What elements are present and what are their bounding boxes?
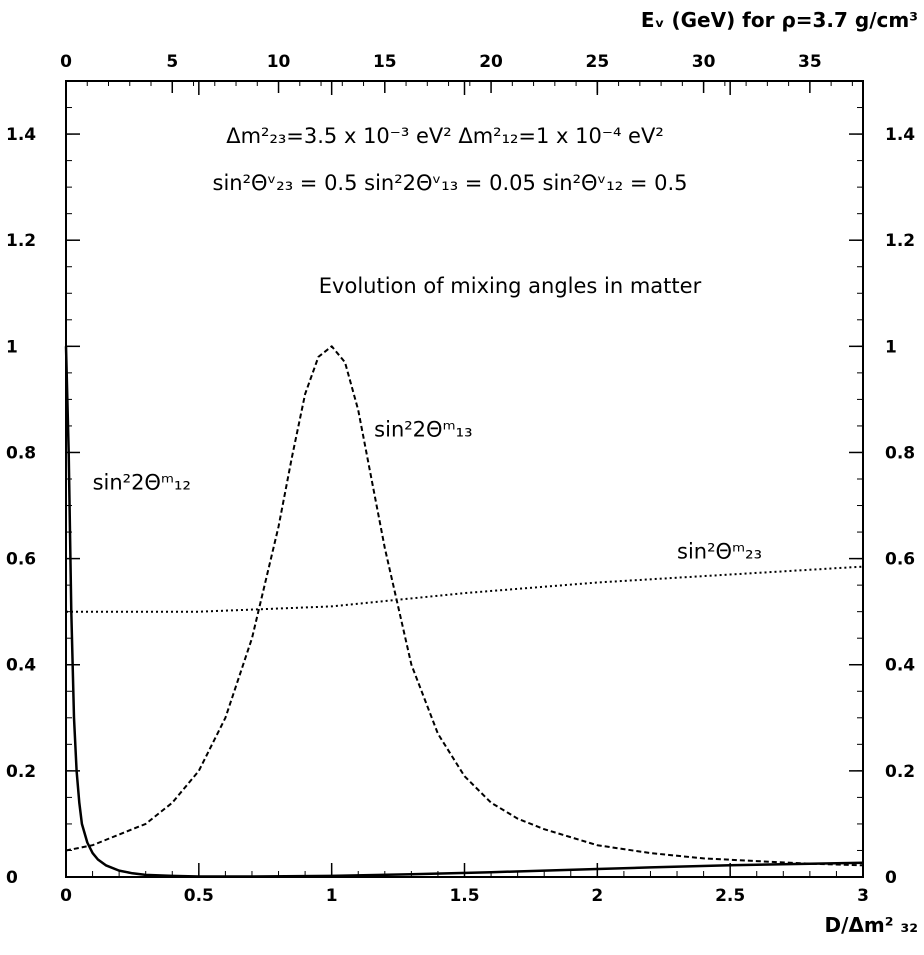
series-labels: sin²2Θᵐ₁₂ sin²2Θᵐ₁₃ sin²Θᵐ₂₃ [93, 418, 762, 564]
y-tick-label: 0 [6, 868, 18, 888]
y-tick-label: 0.6 [6, 550, 36, 570]
top-tick-label: 35 [798, 52, 822, 72]
top-tick-label: 20 [479, 52, 503, 72]
y-tick-label: 1.4 [6, 125, 36, 145]
parameter-line-1: Δm²₂₃=3.5 x 10⁻³ eV² Δm²₁₂=1 x 10⁻⁴ eV² [226, 124, 664, 148]
y-tick-label: 1 [6, 337, 18, 357]
series-layer [64, 345, 864, 878]
axis-ticks: 0 0.5 1 1.5 2 2.5 30 5 10 15 20 25 30 350 00.2 0.20.4 0.… [6, 52, 915, 906]
x-tick-label: 1 [326, 886, 338, 906]
series-label-1: sin²2Θᵐ₁₂ [93, 471, 191, 495]
parameter-line-2: sin²Θᵛ₂₃ = 0.5 sin²2Θᵛ₁₃ = 0.05 sin²Θᵛ₁₂… [213, 171, 688, 195]
x-tick-label: 0.5 [184, 886, 214, 906]
y-tick-label-right: 1 [885, 337, 897, 357]
series-label-3: sin²Θᵐ₂₃ [677, 540, 762, 564]
y-tick-label-right: 0.4 [885, 656, 915, 676]
y-tick-label-right: 1.4 [885, 125, 915, 145]
top-tick-label: 15 [373, 52, 397, 72]
series-line-3 [66, 565, 864, 613]
series-line-2 [65, 345, 864, 867]
y-tick-label: 0.2 [6, 762, 36, 782]
y-tick-label-right: 1.2 [885, 231, 915, 251]
series-label-2: sin²2Θᵐ₁₃ [374, 418, 472, 442]
top-tick-label: 30 [692, 52, 716, 72]
top-tick-label: 10 [267, 52, 291, 72]
y-tick-label-right: 0.8 [885, 443, 915, 463]
x-tick-label: 2.5 [715, 886, 745, 906]
x-tick-label: 3 [857, 886, 869, 906]
y-tick-label: 1.2 [6, 231, 36, 251]
x-tick-label: 2 [591, 886, 603, 906]
top-tick-label: 25 [585, 52, 609, 72]
y-tick-label: 0.4 [6, 656, 36, 676]
y-tick-label-right: 0 [885, 868, 897, 888]
top-tick-label: 0 [60, 52, 72, 72]
y-tick-label-right: 0.2 [885, 762, 915, 782]
x-tick-label: 1.5 [449, 886, 479, 906]
top-tick-label: 5 [166, 52, 178, 72]
top-axis-label: Eᵥ (GeV) for ρ=3.7 g/cm³ [641, 8, 918, 32]
chart-title: Evolution of mixing angles in matter [319, 274, 702, 298]
y-tick-label: 0.8 [6, 443, 36, 463]
series-line-1 [64, 346, 864, 878]
y-tick-label-right: 0.6 [885, 550, 915, 570]
x-axis-label: D/Δm² ₃₂ [825, 913, 918, 937]
x-tick-label: 0 [60, 886, 72, 906]
